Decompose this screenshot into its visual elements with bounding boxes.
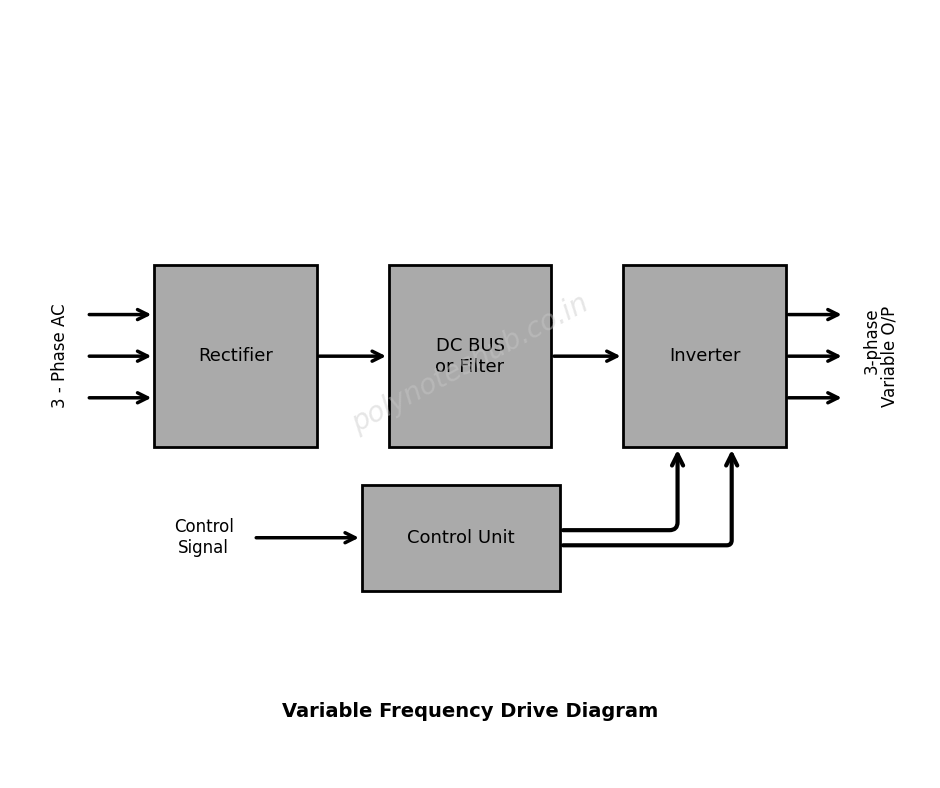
Bar — [154, 266, 317, 447]
Text: Variable O/P: Variable O/P — [881, 306, 899, 407]
Text: Control
Signal: Control Signal — [174, 519, 234, 557]
Text: Rectifier: Rectifier — [198, 348, 273, 365]
Text: 3-phase: 3-phase — [863, 308, 881, 374]
Bar — [362, 485, 560, 591]
Text: Inverter: Inverter — [669, 348, 741, 365]
Bar — [623, 266, 786, 447]
Text: DC BUS
or Filter: DC BUS or Filter — [435, 336, 505, 376]
Text: polynoteshub.co.in: polynoteshub.co.in — [347, 289, 593, 438]
Text: Control Unit: Control Unit — [407, 529, 515, 547]
Bar — [389, 266, 551, 447]
Text: Variable Frequency Drive Diagram: Variable Frequency Drive Diagram — [282, 702, 658, 721]
Text: 3 - Phase AC: 3 - Phase AC — [52, 304, 70, 408]
